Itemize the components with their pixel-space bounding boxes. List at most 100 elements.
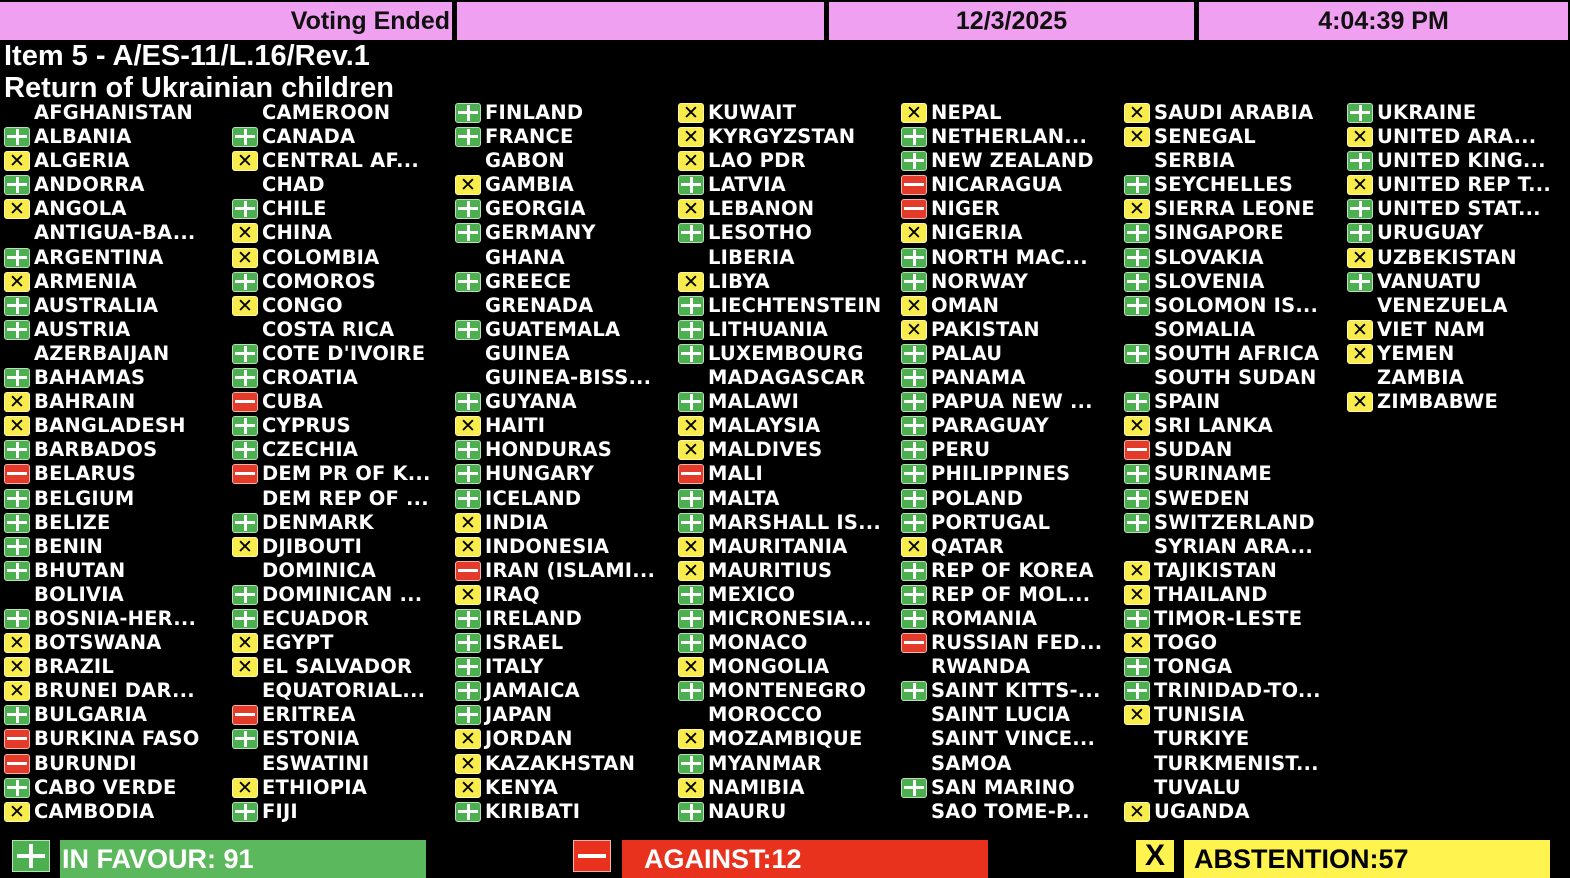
country-name: GERMANY bbox=[485, 221, 596, 245]
country-row: ✕ VIET NAM bbox=[1347, 318, 1570, 342]
country-row: MALTA bbox=[678, 487, 903, 511]
country-row: TONGA bbox=[1124, 655, 1349, 679]
country-row: COTE D'IVOIRE bbox=[232, 342, 457, 366]
country-name: DEM REP OF ... bbox=[262, 486, 429, 510]
country-name: KAZAKHSTAN bbox=[485, 751, 636, 775]
country-row: RWANDA bbox=[901, 655, 1126, 679]
plus-icon bbox=[1124, 271, 1150, 292]
country-row: JAMAICA bbox=[455, 679, 680, 703]
x-icon: ✕ bbox=[678, 416, 704, 437]
country-name: MALAWI bbox=[708, 390, 800, 414]
country-name: DEM PR OF K... bbox=[262, 462, 431, 486]
country-row: ARGENTINA bbox=[4, 246, 229, 270]
country-row: LITHUANIA bbox=[678, 318, 903, 342]
country-row: SLOVAKIA bbox=[1124, 246, 1349, 270]
country-name: GUINEA bbox=[485, 341, 571, 365]
plus-icon bbox=[455, 657, 481, 678]
x-icon: ✕ bbox=[678, 729, 704, 750]
country-name: TIMOR-LESTE bbox=[1154, 606, 1303, 630]
country-name: VIET NAM bbox=[1377, 317, 1486, 341]
plus-icon bbox=[901, 151, 927, 172]
country-row: VENEZUELA bbox=[1347, 294, 1570, 318]
plus-icon bbox=[455, 271, 481, 292]
country-name: NIGER bbox=[931, 197, 1000, 221]
country-row: ✕ ARMENIA bbox=[4, 270, 229, 294]
country-name: UKRAINE bbox=[1377, 101, 1477, 124]
country-name: TUVALU bbox=[1154, 775, 1241, 799]
plus-icon bbox=[901, 440, 927, 461]
country-row: CROATIA bbox=[232, 366, 457, 390]
country-row: ✕ ZIMBABWE bbox=[1347, 390, 1570, 414]
country-name: CHINA bbox=[262, 221, 333, 245]
voting-status: Voting Ended bbox=[290, 7, 450, 35]
country-name: MALAYSIA bbox=[708, 414, 821, 438]
plus-icon bbox=[232, 801, 258, 822]
country-row: ✕ PAKISTAN bbox=[901, 318, 1126, 342]
x-icon: ✕ bbox=[4, 271, 30, 292]
x-icon: ✕ bbox=[678, 199, 704, 220]
country-name: UNITED REP T... bbox=[1377, 173, 1551, 197]
country-name: CAMBODIA bbox=[34, 799, 155, 823]
x-icon: ✕ bbox=[232, 151, 258, 172]
x-icon: ✕ bbox=[232, 295, 258, 316]
country-row: SAMOA bbox=[901, 752, 1126, 776]
country-row: SERBIA bbox=[1124, 149, 1349, 173]
country-row: GABON bbox=[455, 149, 680, 173]
plus-icon bbox=[232, 440, 258, 461]
country-name: AUSTRIA bbox=[34, 317, 131, 341]
country-name: AUSTRALIA bbox=[34, 293, 159, 317]
country-name: BELIZE bbox=[34, 510, 111, 534]
country-column: ✕ NEPAL NETHERLAN... NEW ZEALAND NICARAGUA NI… bbox=[901, 101, 1126, 824]
country-name: SENEGAL bbox=[1154, 125, 1256, 149]
country-name: SLOVAKIA bbox=[1154, 245, 1264, 269]
country-row: GUATEMALA bbox=[455, 318, 680, 342]
x-icon: ✕ bbox=[232, 657, 258, 678]
country-row: KIRIBATI bbox=[455, 800, 680, 824]
plus-icon bbox=[678, 488, 704, 509]
plus-icon bbox=[901, 464, 927, 485]
country-name: EQUATORIAL... bbox=[262, 679, 426, 703]
country-row: ESTONIA bbox=[232, 727, 457, 751]
against-minus-icon bbox=[573, 840, 611, 872]
country-name: INDONESIA bbox=[485, 534, 610, 558]
country-row: ✕ LIBYA bbox=[678, 270, 903, 294]
country-name: SOLOMON IS... bbox=[1154, 293, 1319, 317]
country-row: PALAU bbox=[901, 342, 1126, 366]
country-row: ✕ THAILAND bbox=[1124, 583, 1349, 607]
country-row: BELGIUM bbox=[4, 487, 229, 511]
country-row: CYPRUS bbox=[232, 414, 457, 438]
x-icon: ✕ bbox=[1347, 175, 1373, 196]
plus-icon bbox=[1124, 488, 1150, 509]
plus-icon bbox=[4, 512, 30, 533]
country-name: ZAMBIA bbox=[1377, 366, 1465, 390]
plus-icon bbox=[455, 103, 481, 123]
plus-icon bbox=[1124, 295, 1150, 316]
country-name: BRUNEI DAR... bbox=[34, 679, 195, 703]
x-icon: ✕ bbox=[232, 633, 258, 654]
country-name: REP OF MOL... bbox=[931, 582, 1091, 606]
country-name: COMOROS bbox=[262, 269, 376, 293]
country-name: ESTONIA bbox=[262, 727, 360, 751]
country-name: ZIMBABWE bbox=[1377, 390, 1498, 414]
plus-icon bbox=[232, 729, 258, 750]
country-row: SOUTH SUDAN bbox=[1124, 366, 1349, 390]
plus-icon bbox=[901, 512, 927, 533]
plus-icon bbox=[455, 440, 481, 461]
plus-icon bbox=[455, 608, 481, 629]
country-name: MONTENEGRO bbox=[708, 679, 867, 703]
country-column: ✕ KUWAIT ✕ KYRGYZSTAN ✕ LAO PDR LATVIA ✕ LEBANON… bbox=[678, 101, 903, 824]
country-name: COLOMBIA bbox=[262, 245, 380, 269]
plus-icon bbox=[901, 584, 927, 605]
country-name: BELGIUM bbox=[34, 486, 135, 510]
country-name: BURKINA FASO bbox=[34, 727, 200, 751]
country-name: GUYANA bbox=[485, 390, 577, 414]
country-column: FINLAND FRANCE GABON ✕ GAMBIA GEORGIA GERMANY G… bbox=[455, 101, 680, 824]
country-name: RUSSIAN FED... bbox=[931, 631, 1103, 655]
country-row: SURINAME bbox=[1124, 462, 1349, 486]
country-row: MONTENEGRO bbox=[678, 679, 903, 703]
country-row: LIECHTENSTEIN bbox=[678, 294, 903, 318]
plus-icon bbox=[4, 705, 30, 726]
country-column: ✕ SAUDI ARABIA ✕ SENEGAL SERBIA SEYCHELLES ✕ SI… bbox=[1124, 101, 1349, 824]
plus-icon bbox=[4, 777, 30, 798]
country-name: BOTSWANA bbox=[34, 631, 162, 655]
